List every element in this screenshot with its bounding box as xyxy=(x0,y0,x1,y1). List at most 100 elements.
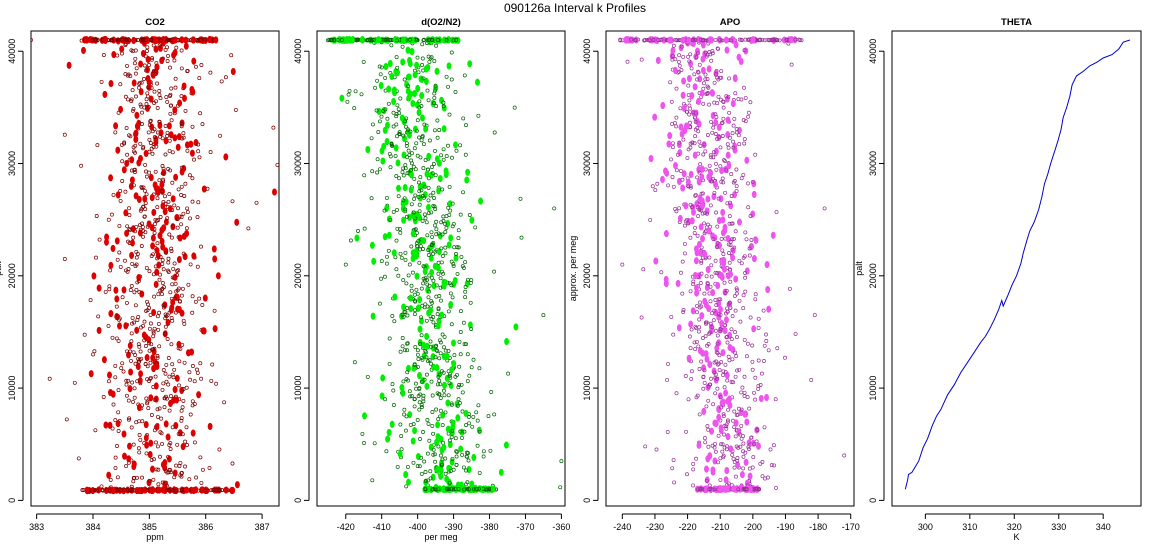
data-point xyxy=(181,131,186,136)
data-point xyxy=(421,237,427,245)
data-point xyxy=(694,456,699,461)
data-point xyxy=(111,192,116,197)
data-point xyxy=(418,392,423,397)
data-point xyxy=(458,445,464,453)
data-point xyxy=(139,104,144,109)
data-point xyxy=(702,436,707,441)
data-point xyxy=(696,214,701,219)
data-point xyxy=(199,37,204,42)
data-point xyxy=(696,166,702,174)
data-point xyxy=(652,113,658,121)
data-point xyxy=(426,152,432,160)
data-point xyxy=(172,367,177,372)
data-point xyxy=(709,58,714,63)
data-point xyxy=(417,400,422,405)
data-point xyxy=(740,385,745,390)
data-point xyxy=(427,138,432,143)
data-point xyxy=(699,312,705,320)
data-point xyxy=(753,292,758,297)
data-point xyxy=(370,37,375,42)
data-point xyxy=(185,206,190,211)
data-point xyxy=(145,36,151,44)
data-point xyxy=(172,203,177,208)
data-point xyxy=(687,112,692,117)
data-point xyxy=(741,434,746,439)
data-point xyxy=(62,257,67,261)
data-point xyxy=(197,155,202,160)
data-point xyxy=(710,51,715,56)
data-point xyxy=(136,446,141,451)
data-point xyxy=(151,348,157,356)
data-point xyxy=(639,315,644,320)
data-point xyxy=(447,480,452,485)
data-point xyxy=(718,485,724,494)
data-point xyxy=(398,422,403,427)
data-point xyxy=(707,330,712,335)
data-point xyxy=(147,170,152,175)
data-point xyxy=(726,145,731,150)
data-point xyxy=(422,122,427,127)
data-point xyxy=(725,235,731,243)
data-point xyxy=(386,101,391,106)
data-point xyxy=(133,361,138,366)
data-point xyxy=(705,266,711,274)
data-point xyxy=(179,36,185,44)
data-point xyxy=(405,306,410,311)
data-point xyxy=(132,395,137,400)
data-point xyxy=(134,66,139,71)
data-point xyxy=(143,149,149,157)
data-point xyxy=(688,170,694,178)
data-point xyxy=(189,149,195,157)
data-point xyxy=(416,213,422,221)
data-point xyxy=(391,388,396,393)
data-point xyxy=(744,267,750,275)
data-point xyxy=(411,422,416,427)
data-point xyxy=(766,305,772,313)
data-point xyxy=(699,359,704,364)
data-point xyxy=(735,368,740,373)
data-point xyxy=(708,321,713,326)
data-point xyxy=(135,318,140,322)
y-tick-label: 0 xyxy=(868,498,878,503)
data-point xyxy=(725,309,730,314)
data-point xyxy=(767,38,772,43)
data-point xyxy=(764,332,768,337)
data-point xyxy=(375,78,380,83)
data-point xyxy=(715,351,720,356)
data-point xyxy=(715,362,720,367)
data-point xyxy=(720,349,726,357)
data-point xyxy=(416,194,421,199)
data-point xyxy=(208,70,213,75)
data-point xyxy=(431,251,436,256)
data-point xyxy=(688,184,693,188)
data-point xyxy=(229,53,234,58)
data-point xyxy=(386,248,391,253)
data-point xyxy=(115,37,120,42)
data-point xyxy=(131,145,136,150)
data-point xyxy=(271,125,276,130)
data-point xyxy=(401,216,407,224)
data-point xyxy=(131,149,136,154)
data-point xyxy=(163,324,168,329)
data-point xyxy=(402,119,407,124)
data-point xyxy=(145,49,149,53)
data-point xyxy=(415,55,420,60)
data-point xyxy=(699,208,704,213)
data-point xyxy=(390,382,395,387)
data-point xyxy=(47,376,52,381)
data-point xyxy=(760,474,765,479)
data-point xyxy=(760,460,765,464)
data-point xyxy=(686,54,691,59)
data-point xyxy=(431,320,436,325)
data-point xyxy=(684,429,688,434)
data-point xyxy=(155,407,160,412)
data-point xyxy=(443,410,448,415)
data-point xyxy=(117,322,122,330)
data-point xyxy=(713,449,718,454)
data-point xyxy=(93,428,98,433)
data-point xyxy=(126,239,131,244)
data-point xyxy=(187,370,192,375)
data-point xyxy=(138,437,143,442)
data-point xyxy=(461,465,466,470)
data-point xyxy=(436,260,441,265)
